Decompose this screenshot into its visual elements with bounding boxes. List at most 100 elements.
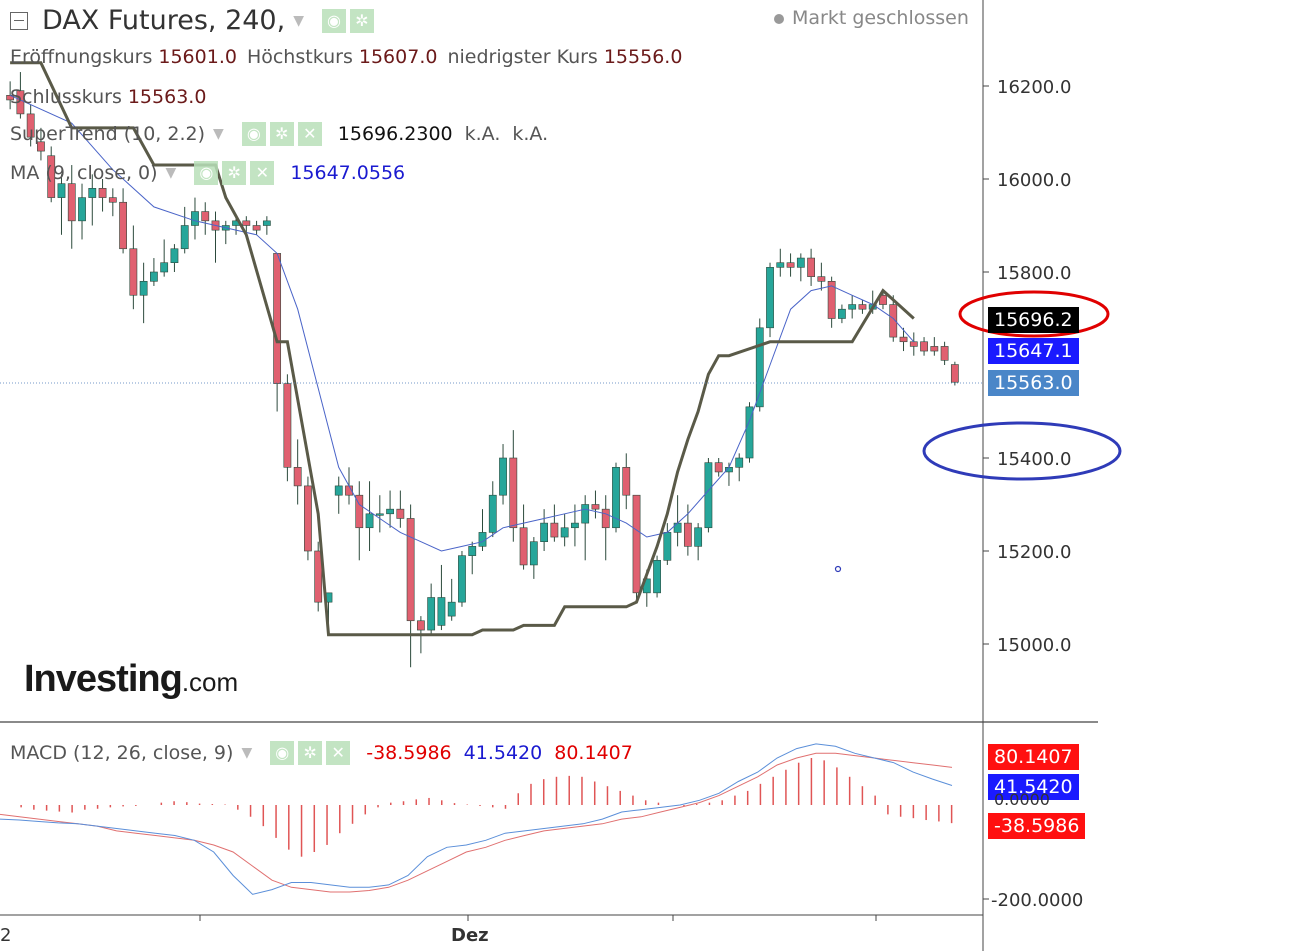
chart-title-row: DAX Futures, 240, ▼ ◉ ✲ xyxy=(10,5,378,36)
candle-body xyxy=(160,262,169,273)
supertrend-na-1: k.A. xyxy=(464,123,501,145)
candle-body xyxy=(571,522,579,529)
time-axis-label-left: 2 xyxy=(0,925,12,946)
price-tick-label: 16000.0 xyxy=(997,170,1071,191)
candle-body xyxy=(509,457,518,529)
candle-body xyxy=(416,620,425,631)
candle-body xyxy=(201,211,210,222)
eye-icon[interactable]: ◉ xyxy=(241,122,266,146)
high-value: 15607.0 xyxy=(358,46,438,68)
red-annotation-circle xyxy=(958,290,1110,338)
candle-body xyxy=(560,527,569,538)
candle-body xyxy=(16,90,25,115)
macd-legend[interactable]: MACD (12, 26, close, 9) ▼ ◉ ✲ ✕ -38.5986… xyxy=(10,741,633,765)
candle-body xyxy=(807,257,815,277)
candle-body xyxy=(170,248,179,263)
supertrend-legend[interactable]: SuperTrend (10, 2.2) ▼ ◉ ✲ ✕ 15696.2300 … xyxy=(10,122,548,146)
price-tick-label: 15400.0 xyxy=(997,449,1071,470)
candle-body xyxy=(796,257,805,268)
candle-body xyxy=(889,304,898,338)
price-tick-label: 16200.0 xyxy=(997,77,1071,98)
candle-body xyxy=(755,327,764,408)
candle-body xyxy=(334,485,343,496)
ma-price-tag: 15647.1 xyxy=(988,338,1079,364)
candle-body xyxy=(283,383,292,468)
candle-body xyxy=(304,485,312,552)
close-icon[interactable]: ✕ xyxy=(250,161,275,185)
candle-body xyxy=(98,188,107,198)
close-icon[interactable]: ✕ xyxy=(326,741,351,765)
time-axis-label-dez: Dez xyxy=(451,925,489,946)
candle-body xyxy=(817,276,826,282)
candle-body xyxy=(57,183,66,198)
low-label: niedrigster Kurs xyxy=(447,46,598,68)
candle-body xyxy=(488,494,497,533)
candle-body xyxy=(858,304,867,310)
macd-zero-tag: 0.0000 xyxy=(994,792,1050,808)
candle-body xyxy=(478,532,487,547)
candle-body xyxy=(47,155,56,198)
macd-signal-line xyxy=(0,752,953,893)
supertrend-price-tag: 15696.2 xyxy=(988,307,1079,333)
candle-body xyxy=(930,346,939,352)
candle-body xyxy=(827,280,836,319)
candle-body xyxy=(88,188,97,198)
ohlc-legend: Eröffnungskurs 15601.0 Höchstkurs 15607.0 … xyxy=(10,46,692,68)
candle-body xyxy=(78,197,86,222)
candle-body xyxy=(581,504,590,524)
eye-icon[interactable]: ◉ xyxy=(194,161,219,185)
candle-body xyxy=(191,211,199,226)
candle-body xyxy=(663,532,672,561)
macd-hist-value: -38.5986 xyxy=(366,742,452,764)
eye-icon[interactable]: ◉ xyxy=(321,8,346,33)
gear-icon[interactable]: ✲ xyxy=(349,8,374,33)
candle-body xyxy=(694,527,703,547)
candle-body xyxy=(427,597,436,631)
candle-body xyxy=(950,364,959,383)
candle-body xyxy=(519,527,528,566)
candle-body xyxy=(838,308,846,319)
candle-body xyxy=(776,262,785,268)
candle-body xyxy=(447,601,456,617)
ma-legend[interactable]: MA (9, close, 0) ▼ ◉ ✲ ✕ 15647.0556 xyxy=(10,161,405,185)
candle-body xyxy=(540,522,549,542)
open-label: Eröffnungskurs xyxy=(10,46,153,68)
candle-body xyxy=(468,546,477,556)
blue-annotation-circle xyxy=(922,421,1122,481)
candle-group xyxy=(6,72,959,668)
macd-hist-tag: -38.5986 xyxy=(988,813,1086,839)
candle-body xyxy=(653,559,661,594)
chevron-down-icon[interactable]: ▼ xyxy=(213,126,224,142)
gear-icon[interactable]: ✲ xyxy=(222,161,247,185)
high-label: Höchstkurs xyxy=(246,46,353,68)
macd-main-line xyxy=(0,743,953,895)
candle-body xyxy=(499,457,507,496)
price-tick-label: 15800.0 xyxy=(997,263,1071,284)
gear-icon[interactable]: ✲ xyxy=(269,122,294,146)
candle-body xyxy=(150,271,158,282)
chevron-down-icon[interactable]: ▼ xyxy=(293,12,304,29)
candle-body xyxy=(67,183,76,222)
candle-body xyxy=(735,457,744,468)
supertrend-line xyxy=(10,61,915,637)
collapse-icon[interactable] xyxy=(10,11,28,30)
small-marker-circle xyxy=(834,565,842,573)
close-icon[interactable]: ✕ xyxy=(297,122,322,146)
close-legend: Schlusskurs 15563.0 xyxy=(10,86,216,108)
chart-title: DAX Futures, 240, xyxy=(42,5,286,36)
candle-body xyxy=(920,341,928,352)
open-value: 15601.0 xyxy=(158,46,237,68)
chevron-down-icon[interactable]: ▼ xyxy=(165,165,177,181)
close-label: Schlusskurs xyxy=(10,86,122,108)
chevron-down-icon[interactable]: ▼ xyxy=(241,745,253,761)
eye-icon[interactable]: ◉ xyxy=(270,741,295,765)
candle-body xyxy=(683,522,692,547)
ma-line xyxy=(9,94,915,552)
macd-line-tag: 41.5420 xyxy=(988,774,1079,800)
candle-body xyxy=(37,141,45,152)
close-value: 15563.0 xyxy=(127,86,207,108)
gear-icon[interactable]: ✲ xyxy=(298,741,323,765)
candle-body xyxy=(612,466,620,529)
ma-value: 15647.0556 xyxy=(290,162,406,184)
